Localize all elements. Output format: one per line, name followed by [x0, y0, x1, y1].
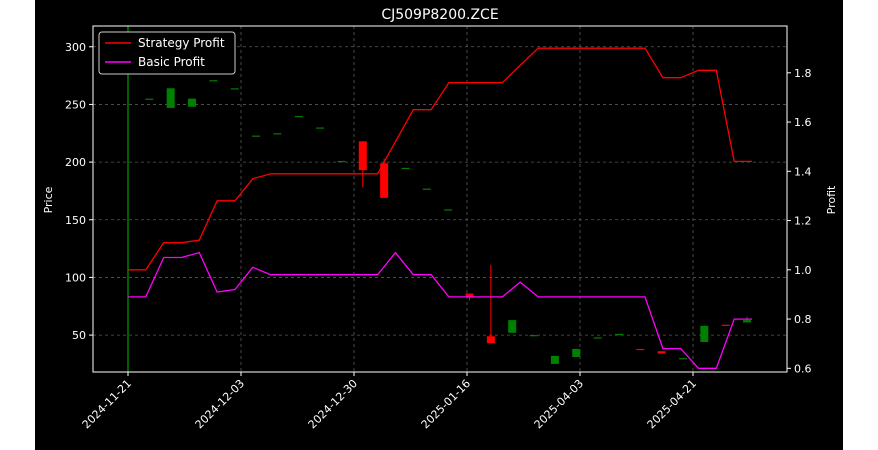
- y-tick-label-left: 150: [65, 214, 86, 227]
- candle-body: [273, 133, 282, 135]
- candle-body: [614, 333, 623, 336]
- x-tick-label: 2025-04-21: [645, 377, 699, 431]
- candle-body: [678, 358, 687, 360]
- candle-body: [529, 335, 538, 337]
- candle-body: [444, 209, 453, 211]
- y-tick-label-right: 1.4: [794, 165, 812, 178]
- chart-figure: CJ509P8200.ZCE 2024-11-21 2024-12-03 2024-…: [35, 0, 843, 450]
- candle-body: [166, 88, 175, 108]
- y-tick-label-left: 250: [65, 98, 86, 111]
- plot-frame: [92, 25, 788, 373]
- y-tick-label-right: 1.6: [794, 116, 812, 129]
- y-tick-label-left: 50: [72, 329, 86, 342]
- y-axis-label-right: Profit: [825, 185, 838, 214]
- y-tick-label-right: 0.8: [794, 313, 812, 326]
- candle-body: [380, 163, 389, 198]
- y-tick-label-left: 100: [65, 271, 86, 284]
- x-tick-label: 2025-01-16: [419, 377, 473, 431]
- candle-body: [294, 115, 303, 118]
- candle-body: [550, 355, 559, 364]
- candle-body: [508, 320, 517, 333]
- candle-body: [337, 160, 346, 163]
- legend-label-basic: Basic Profit: [138, 55, 205, 69]
- x-tick-label: 2024-12-03: [193, 377, 247, 431]
- candle-body: [316, 127, 325, 129]
- y-tick-label-left: 300: [65, 41, 86, 54]
- legend: Strategy Profit Basic Profit: [98, 31, 236, 75]
- candle-body: [127, 26, 129, 28]
- basic-profit-line: [128, 251, 752, 369]
- strategy-profit-line: [128, 47, 752, 271]
- candle-body: [636, 348, 645, 351]
- candle-body: [593, 337, 602, 339]
- x-tick-label: 2024-11-21: [80, 377, 134, 431]
- legend-label-strategy: Strategy Profit: [138, 36, 225, 50]
- y-tick-label-right: 1.2: [794, 215, 812, 228]
- candle-body: [743, 320, 751, 323]
- candle-body: [721, 324, 730, 326]
- x-tick-label: 2025-04-03: [532, 377, 586, 431]
- candle-body: [209, 80, 218, 82]
- candle-body: [422, 188, 431, 190]
- candle-body: [188, 98, 197, 107]
- chart-title: CJ509P8200.ZCE: [381, 7, 498, 23]
- line-layer: [128, 47, 752, 369]
- y-tick-label-left: 200: [65, 156, 86, 169]
- candle-body: [252, 135, 261, 137]
- grid-layer: [93, 26, 787, 372]
- y-tick-label-right: 0.6: [794, 362, 812, 375]
- y-axis-label-left: Price: [42, 186, 55, 213]
- x-tick-label: 2024-12-30: [306, 377, 360, 431]
- y-tick-label-right: 1.0: [794, 264, 812, 277]
- candle-layer: [127, 26, 751, 372]
- candle-body: [486, 336, 495, 344]
- candle-body: [401, 167, 410, 170]
- candle-body: [230, 88, 239, 90]
- candle-body: [465, 293, 474, 298]
- candle-body: [145, 98, 154, 100]
- candle-body: [572, 348, 581, 358]
- chart-svg: CJ509P8200.ZCE 2024-11-21 2024-12-03 2024-…: [42, 7, 838, 431]
- y-tick-label-right: 1.8: [794, 67, 812, 80]
- candle-body: [358, 141, 367, 171]
- legend-box: [98, 31, 236, 75]
- candle-body: [700, 325, 709, 343]
- candle-body: [657, 351, 666, 354]
